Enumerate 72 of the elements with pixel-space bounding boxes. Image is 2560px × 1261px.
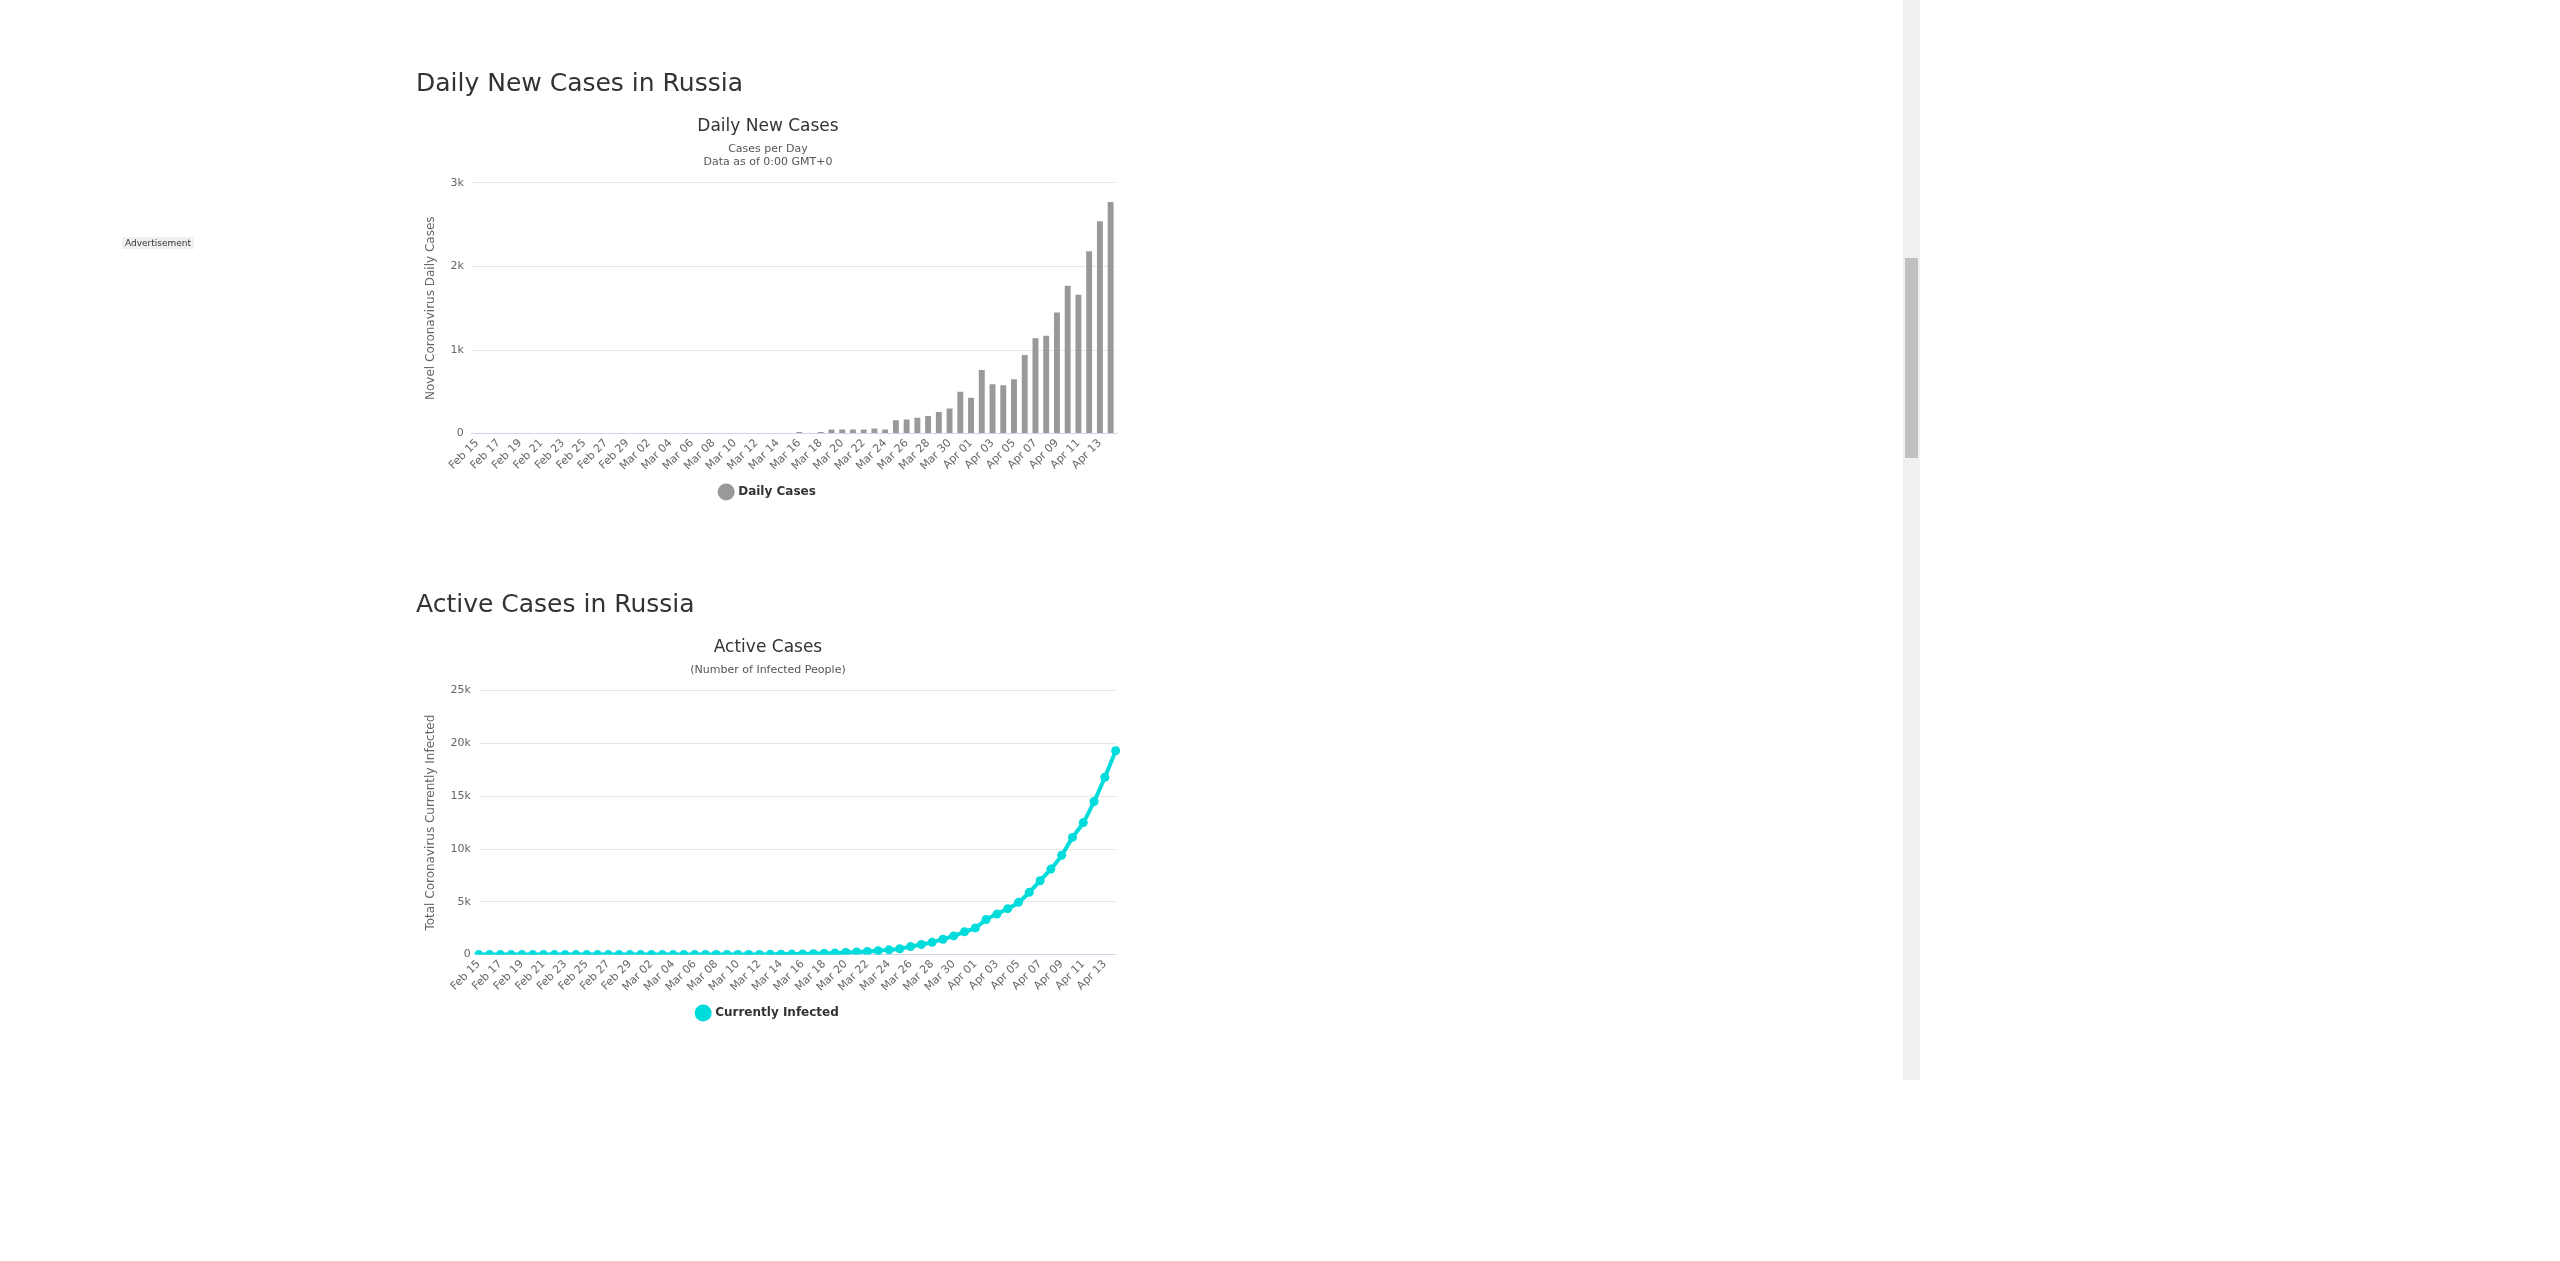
point [949,931,959,941]
point [1024,887,1034,897]
bar [849,429,856,434]
bar [1107,202,1114,434]
point [862,946,872,955]
point [873,946,883,955]
bar [957,391,964,434]
y-tick-label: 20k [450,736,472,750]
point [1067,832,1077,842]
y-tick-label: 2k [450,259,465,273]
chart-title: Daily New Cases [697,114,839,135]
legend-label: Daily Cases [738,484,816,499]
point [1111,746,1121,756]
y-tick-label: 3k [450,175,465,189]
point [916,939,926,949]
point [938,934,948,944]
legend-label: Currently Infected [715,1005,839,1020]
point [906,942,916,952]
bar [914,417,921,434]
point [852,947,862,955]
point [1035,876,1045,886]
y-tick-label: 0 [463,947,471,961]
bar [903,419,910,434]
point [1003,904,1013,914]
y-tick-label: 0 [456,426,464,440]
point [1046,864,1056,874]
y-axis-title: Total Coronavirus Currently Infected [423,714,438,932]
bar [1064,285,1071,434]
point [970,923,980,933]
bar [1086,251,1093,434]
point [841,948,851,955]
bar [839,429,846,434]
bar [946,408,953,434]
text: Advertisement [122,237,195,249]
y-tick-label: 10k [450,841,472,855]
point [1100,772,1110,782]
bar [892,420,899,434]
chart-subtitle: Cases per Day Data as of 0:00 GMT+0 [703,141,833,169]
bar [925,416,932,434]
point [1014,897,1024,907]
y-tick-label: 25k [450,683,472,697]
point [981,914,991,924]
bar [1075,294,1082,434]
point [1089,796,1099,806]
point [960,927,970,937]
bar [1053,312,1060,434]
point [927,937,937,947]
point [1078,818,1088,828]
chart-subtitle: (Number of Infected People) [690,662,846,676]
point [992,909,1002,919]
bar [935,411,942,434]
bar [978,370,985,434]
point [884,945,894,955]
text: Daily New Cases in Russia [416,67,744,99]
bar [860,429,867,434]
bar [1096,221,1103,434]
bar [1021,355,1028,434]
y-tick-label: 15k [450,789,472,803]
y-axis-title: Novel Coronavirus Daily Cases [423,216,438,400]
y-tick-label: 1k [450,342,465,356]
text: Active Cases in Russia [416,588,696,620]
bar [828,429,835,434]
chart-title: Active Cases [713,635,823,656]
point [1057,850,1067,860]
point [819,948,829,955]
bar [882,429,889,434]
bar [968,397,974,434]
bar [1000,385,1007,434]
point [895,944,905,954]
bar [1011,379,1017,434]
y-tick-label: 5k [457,894,472,908]
bar [1043,335,1050,434]
